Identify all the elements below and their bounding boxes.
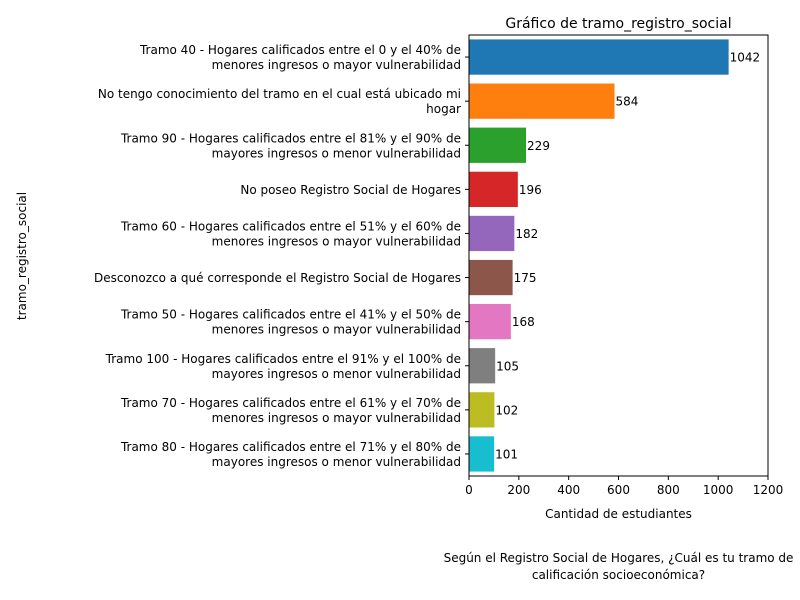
- x-tick-label-4: 600: [607, 483, 630, 497]
- data-label-10: 101: [495, 447, 518, 461]
- bar-7: [469, 304, 511, 339]
- plot-area: 1042 Tramo 40 - Hogares calificados entre…: [94, 35, 783, 497]
- category-label-9-line-1: Tramo 70 - Hogares calificados entre el …: [120, 396, 461, 410]
- category-label-6-line-1: Desconozco a qué corresponde el Registro…: [94, 271, 461, 285]
- x-tick-label-6: 1000: [703, 483, 734, 497]
- x-axis-label: Cantidad de estudiantes: [545, 507, 692, 521]
- category-label-10-line-2: mayores ingresos o menor vulnerabilidad: [212, 455, 461, 469]
- category-label-2-line-1: No tengo conocimiento del tramo en el cu…: [98, 87, 461, 101]
- category-label-1-line-1: Tramo 40 - Hogares calificados entre el …: [139, 43, 461, 57]
- bar-2: [469, 84, 615, 119]
- data-label-9: 102: [495, 403, 518, 417]
- x-tick-label-1: 0: [465, 483, 473, 497]
- bar-3: [469, 128, 526, 163]
- figure-caption-line-2: calificación socioeconómica?: [532, 568, 705, 582]
- bar-8: [469, 348, 495, 383]
- figure-caption-line-1: Según el Registro Social de Hogares, ¿Cu…: [444, 551, 794, 565]
- category-label-8-line-1: Tramo 100 - Hogares calificados entre el…: [105, 352, 461, 366]
- category-label-1-line-2: menores ingresos o mayor vulnerabilidad: [212, 58, 461, 72]
- data-label-1: 1042: [730, 51, 761, 65]
- x-tick-label-5: 800: [657, 483, 680, 497]
- category-label-10-line-1: Tramo 80 - Hogares calificados entre el …: [120, 440, 461, 454]
- bar-10: [469, 436, 494, 471]
- bar-5: [469, 216, 514, 251]
- category-label-5-line-2: menores ingresos o mayor vulnerabilidad: [212, 234, 461, 248]
- category-label-3-line-1: Tramo 90 - Hogares calificados entre el …: [120, 131, 461, 145]
- data-label-8: 105: [496, 359, 519, 373]
- data-label-2: 584: [616, 95, 639, 109]
- x-tick-label-3: 400: [557, 483, 580, 497]
- data-label-6: 175: [514, 271, 537, 285]
- chart-title: Gráfico de tramo_registro_social: [505, 16, 731, 32]
- category-label-5-line-1: Tramo 60 - Hogares calificados entre el …: [120, 219, 461, 233]
- category-label-3-line-2: mayores ingresos o menor vulnerabilidad: [212, 146, 461, 160]
- category-label-7-line-1: Tramo 50 - Hogares calificados entre el …: [120, 308, 461, 322]
- data-label-3: 229: [527, 139, 550, 153]
- category-label-2-line-2: hogar: [426, 102, 461, 116]
- bar-4: [469, 172, 518, 207]
- data-label-7: 168: [512, 315, 535, 329]
- data-label-5: 182: [515, 227, 538, 241]
- category-label-7-line-2: menores ingresos o mayor vulnerabilidad: [212, 323, 461, 337]
- x-tick-label-2: 200: [507, 483, 530, 497]
- data-label-4: 196: [519, 183, 542, 197]
- category-label-4-line-1: No poseo Registro Social de Hogares: [240, 183, 461, 197]
- y-axis-label: tramo_registro_social: [15, 192, 29, 320]
- bar-6: [469, 260, 513, 295]
- category-label-9-line-2: menores ingresos o mayor vulnerabilidad: [212, 411, 461, 425]
- x-tick-label-7: 1200: [753, 483, 784, 497]
- category-label-8-line-2: mayores ingresos o menor vulnerabilidad: [212, 367, 461, 381]
- bar-9: [469, 392, 494, 427]
- bar-1: [469, 39, 729, 74]
